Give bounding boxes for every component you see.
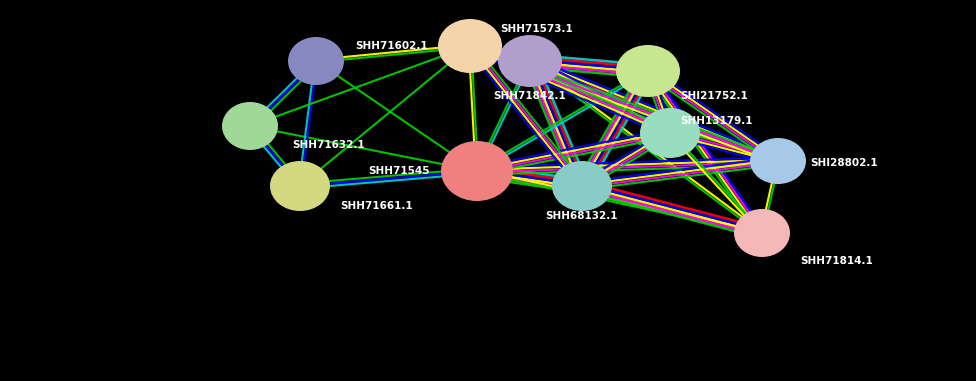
Ellipse shape [750,138,806,184]
Ellipse shape [222,102,278,150]
Ellipse shape [438,19,502,73]
Ellipse shape [498,35,562,87]
Text: SHH71602.1: SHH71602.1 [355,41,427,51]
Ellipse shape [640,108,700,158]
Text: SHI28802.1: SHI28802.1 [810,158,877,168]
Ellipse shape [288,37,344,85]
Ellipse shape [616,45,680,97]
Text: SHH71842.1: SHH71842.1 [494,91,566,101]
Text: SHH71814.1: SHH71814.1 [800,256,873,266]
Ellipse shape [441,141,513,201]
Text: SHH71573.1: SHH71573.1 [500,24,573,34]
Text: SHI21752.1: SHI21752.1 [680,91,748,101]
Text: SHH71545: SHH71545 [369,166,430,176]
Ellipse shape [270,161,330,211]
Text: SHH68132.1: SHH68132.1 [546,211,618,221]
Ellipse shape [552,161,612,211]
Ellipse shape [734,209,790,257]
Text: SHH71661.1: SHH71661.1 [340,201,413,211]
Text: SHH71632.1: SHH71632.1 [292,140,365,150]
Text: SHH13179.1: SHH13179.1 [680,116,752,126]
